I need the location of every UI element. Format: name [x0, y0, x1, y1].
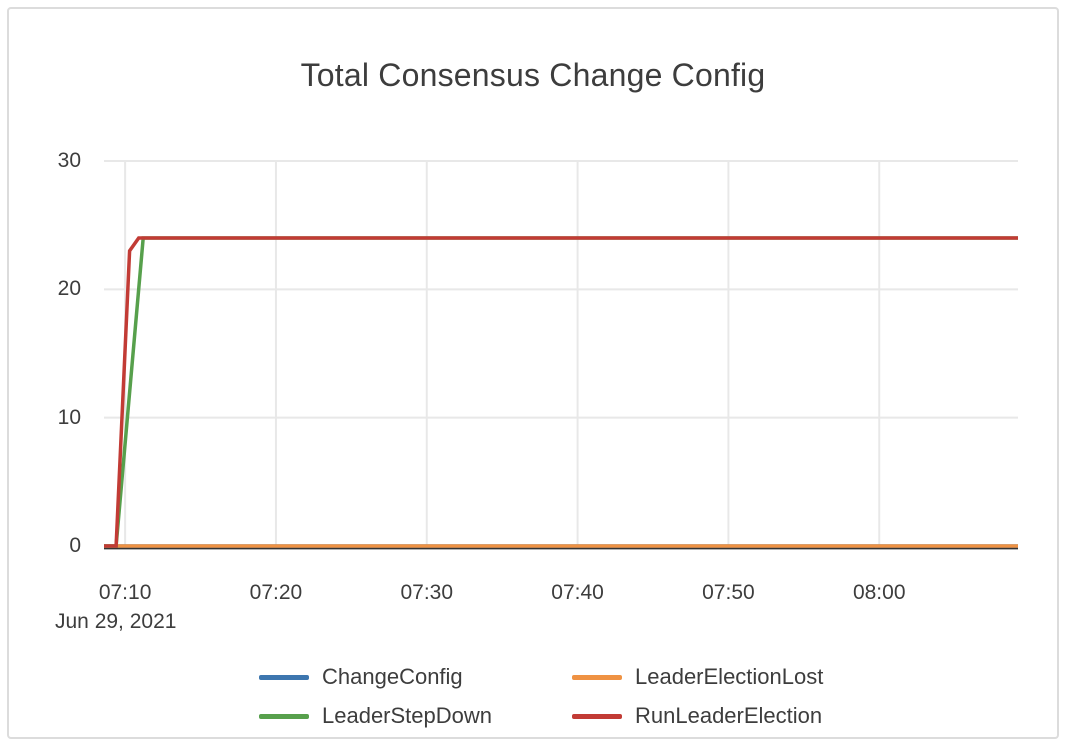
y-tick-label-30: 30	[57, 149, 81, 172]
x-tick-label-07:20: 07:20	[249, 581, 303, 604]
legend-label-ChangeConfig: ChangeConfig	[322, 664, 463, 689]
series-line-LeaderStepDown	[104, 236, 1018, 548]
x-axis-date-label: Jun 29, 2021	[55, 610, 177, 633]
legend-swatch-ChangeConfig	[259, 674, 309, 680]
legend-label-LeaderStepDown: LeaderStepDown	[322, 703, 493, 728]
legend-swatch-LeaderStepDown	[259, 713, 309, 719]
y-tick-label-0: 0	[69, 534, 81, 557]
legend-swatch-LeaderElectionLost	[572, 674, 622, 680]
legend-item-LeaderElectionLost[interactable]: LeaderElectionLost	[572, 664, 823, 690]
legend-item-RunLeaderElection[interactable]: RunLeaderElection	[572, 703, 823, 729]
legend: ChangeConfig LeaderElectionLost LeaderStep…	[259, 664, 823, 729]
x-tick-label-08:00: 08:00	[852, 581, 906, 604]
legend-label-LeaderElectionLost: LeaderElectionLost	[635, 664, 824, 689]
x-tick-label-07:40: 07:40	[551, 581, 604, 604]
x-tick-label-07:10: 07:10	[98, 581, 152, 604]
legend-item-LeaderStepDown[interactable]: LeaderStepDown	[259, 703, 572, 729]
legend-swatch-RunLeaderElection	[572, 713, 622, 719]
plot-area[interactable]	[9, 9, 1070, 748]
y-tick-label-20: 20	[57, 277, 81, 301]
chart-title: Total Consensus Change Config	[300, 57, 766, 93]
legend-label-RunLeaderElection: RunLeaderElection	[635, 703, 823, 728]
x-tick-label-07:30: 07:30	[400, 581, 454, 604]
legend-item-ChangeConfig[interactable]: ChangeConfig	[259, 664, 572, 690]
y-tick-label-10: 10	[57, 405, 81, 429]
series-line-RunLeaderElection	[104, 236, 1018, 548]
x-tick-label-07:50: 07:50	[702, 581, 755, 604]
chart-panel: Total Consensus Change Config 0 10 20 30 07…	[7, 7, 1059, 739]
